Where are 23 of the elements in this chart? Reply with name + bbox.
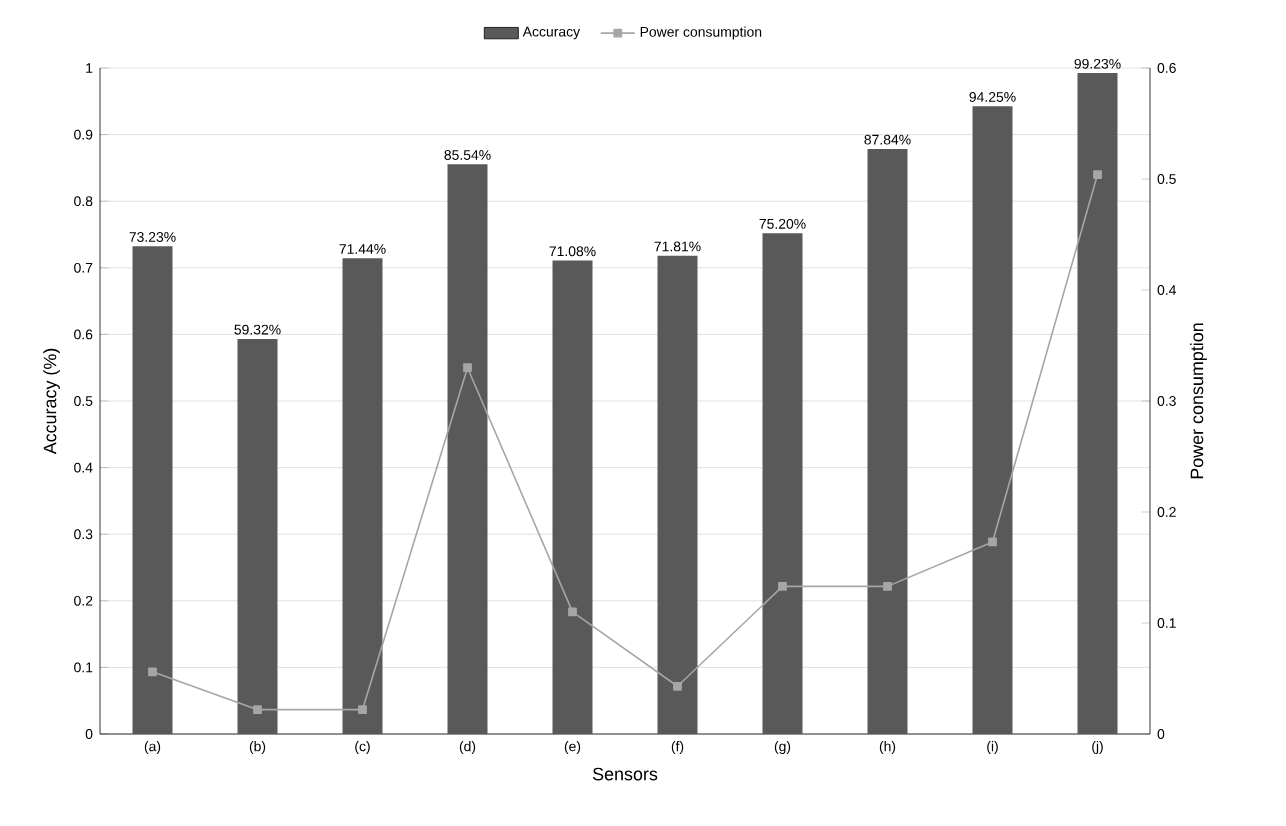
- point: [988, 537, 997, 547]
- bar: [552, 260, 593, 734]
- point: [568, 607, 577, 617]
- bar: [1077, 73, 1118, 734]
- point: [673, 681, 682, 691]
- y2-axis-title: Power consumption: [1190, 323, 1207, 479]
- bar: [237, 338, 278, 734]
- point: [253, 705, 262, 714]
- point: [358, 705, 367, 714]
- bar: [342, 258, 383, 734]
- point: [883, 581, 892, 591]
- bar: [447, 164, 488, 734]
- y-axis-title: Accuracy (%): [43, 348, 60, 455]
- point: [148, 667, 157, 677]
- bar: [972, 106, 1013, 734]
- x-axis-title: Sensors: [592, 767, 658, 781]
- bar: [657, 255, 698, 734]
- bar: [762, 233, 803, 734]
- point: [463, 363, 472, 373]
- bar: [867, 148, 908, 734]
- point: [1093, 170, 1102, 179]
- point: [778, 581, 787, 591]
- bar: [132, 246, 173, 734]
